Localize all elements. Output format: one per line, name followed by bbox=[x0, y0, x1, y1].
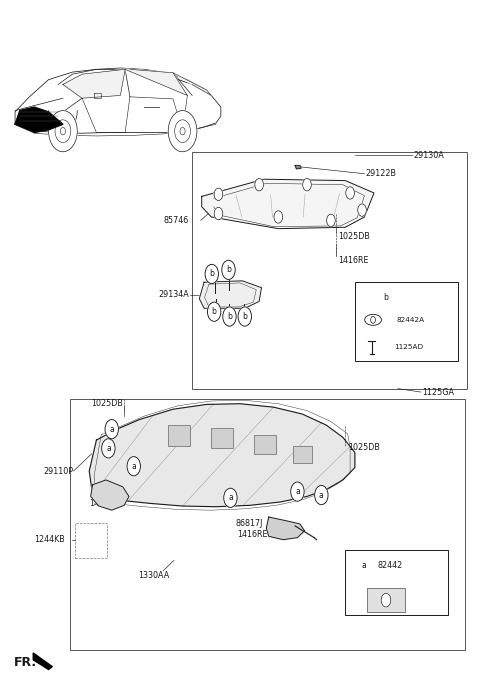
Polygon shape bbox=[173, 73, 211, 96]
Circle shape bbox=[238, 307, 252, 326]
Text: 1025DB: 1025DB bbox=[348, 443, 380, 452]
Circle shape bbox=[378, 286, 394, 308]
Text: a: a bbox=[132, 462, 136, 471]
Text: b: b bbox=[212, 308, 216, 316]
Bar bbox=[168, 425, 190, 446]
Circle shape bbox=[381, 593, 391, 607]
Bar bbox=[355, 282, 458, 361]
Text: 1416RE: 1416RE bbox=[238, 530, 268, 539]
Text: FR.: FR. bbox=[14, 656, 37, 669]
Text: 86818J: 86818J bbox=[93, 486, 120, 495]
Circle shape bbox=[214, 188, 223, 200]
Polygon shape bbox=[202, 179, 374, 228]
Text: 82442A: 82442A bbox=[396, 317, 424, 323]
Text: 82442: 82442 bbox=[378, 561, 403, 570]
Circle shape bbox=[168, 111, 197, 152]
Text: 1244KB: 1244KB bbox=[34, 535, 65, 544]
Text: b: b bbox=[209, 270, 214, 279]
Text: 1330AA: 1330AA bbox=[139, 571, 170, 580]
Bar bbox=[75, 522, 108, 558]
Circle shape bbox=[214, 207, 223, 219]
Bar bbox=[254, 435, 276, 454]
Bar bbox=[70, 399, 465, 649]
Circle shape bbox=[356, 554, 371, 576]
Circle shape bbox=[105, 420, 119, 439]
Polygon shape bbox=[125, 69, 187, 96]
Text: a: a bbox=[228, 493, 233, 502]
Polygon shape bbox=[89, 404, 355, 507]
Ellipse shape bbox=[365, 314, 382, 325]
Bar bbox=[367, 588, 405, 612]
Text: a: a bbox=[361, 561, 366, 570]
Circle shape bbox=[224, 488, 237, 508]
Circle shape bbox=[48, 111, 77, 152]
Text: 1416RE: 1416RE bbox=[89, 499, 120, 508]
Circle shape bbox=[346, 186, 354, 199]
Text: a: a bbox=[106, 444, 111, 453]
Text: b: b bbox=[242, 312, 247, 321]
Circle shape bbox=[127, 457, 141, 476]
Circle shape bbox=[291, 482, 304, 502]
Text: a: a bbox=[295, 487, 300, 496]
Polygon shape bbox=[295, 166, 301, 169]
Text: 1125AD: 1125AD bbox=[395, 345, 424, 350]
Polygon shape bbox=[15, 107, 63, 133]
Text: 1416RE: 1416RE bbox=[338, 256, 369, 265]
Text: b: b bbox=[227, 312, 232, 321]
Circle shape bbox=[255, 178, 264, 191]
Text: a: a bbox=[319, 491, 324, 499]
Text: 29134A: 29134A bbox=[158, 290, 190, 299]
Polygon shape bbox=[199, 281, 262, 308]
Text: b: b bbox=[384, 293, 388, 302]
Bar bbox=[345, 550, 448, 615]
Bar bbox=[192, 152, 468, 389]
Text: 86817J: 86817J bbox=[235, 519, 263, 528]
Circle shape bbox=[222, 260, 235, 279]
Circle shape bbox=[223, 307, 236, 326]
Bar bbox=[293, 447, 312, 464]
Polygon shape bbox=[91, 480, 129, 510]
Circle shape bbox=[315, 486, 328, 505]
Polygon shape bbox=[33, 653, 52, 669]
Text: 1025DB: 1025DB bbox=[338, 232, 370, 241]
Text: a: a bbox=[109, 424, 114, 433]
Circle shape bbox=[358, 204, 366, 216]
Circle shape bbox=[205, 264, 218, 283]
Text: 29122B: 29122B bbox=[365, 169, 396, 178]
Circle shape bbox=[102, 439, 115, 458]
Circle shape bbox=[274, 211, 283, 223]
Polygon shape bbox=[15, 69, 221, 133]
Text: 1025DB: 1025DB bbox=[92, 399, 123, 408]
Text: 29130A: 29130A bbox=[413, 151, 444, 160]
Text: b: b bbox=[226, 266, 231, 275]
Circle shape bbox=[326, 214, 335, 226]
Polygon shape bbox=[266, 517, 305, 539]
Text: 85746: 85746 bbox=[163, 216, 189, 225]
Text: 1125GA: 1125GA bbox=[422, 387, 454, 396]
Polygon shape bbox=[63, 69, 125, 98]
Circle shape bbox=[303, 178, 312, 191]
Text: 29110P: 29110P bbox=[44, 466, 74, 475]
Bar bbox=[211, 428, 233, 449]
Circle shape bbox=[207, 302, 221, 321]
